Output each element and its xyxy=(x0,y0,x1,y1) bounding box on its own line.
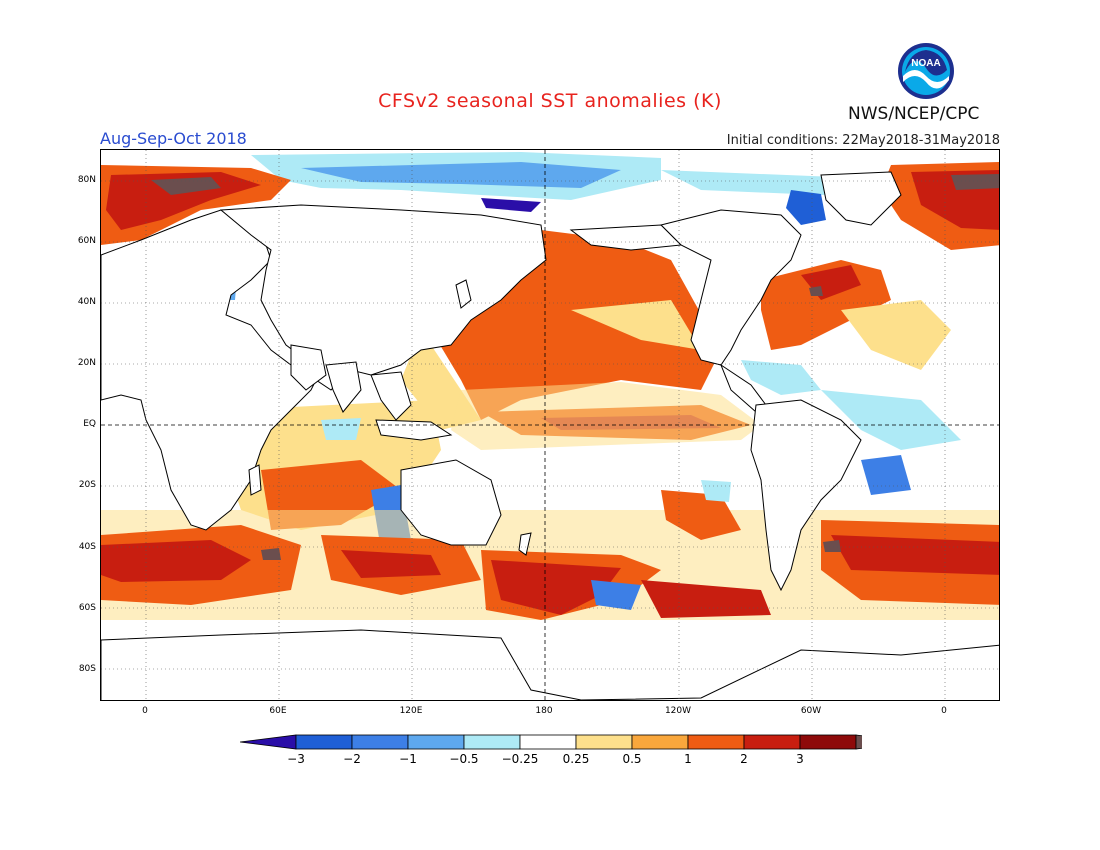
land-alaska xyxy=(569,224,683,251)
colorbar-tick-label: 0.25 xyxy=(562,752,590,766)
colorbar-tick-label: −0.25 xyxy=(501,752,539,766)
southern-ocean-hot-indian xyxy=(341,550,441,578)
colorbar-tick-label: −2 xyxy=(343,752,361,766)
lon-label-180: 180 xyxy=(535,706,553,716)
sst-anomaly-map xyxy=(100,149,1000,701)
barents-hot xyxy=(106,172,261,230)
lon-label-0-east: 0 xyxy=(941,706,947,716)
colorbar-swatch xyxy=(743,734,801,750)
lon-label-120w: 120W xyxy=(664,706,692,716)
landmasses xyxy=(101,171,999,700)
southern-ocean-hot-pacific-2 xyxy=(641,580,771,618)
southern-ocean-extreme-atlantic xyxy=(823,540,841,552)
colorbar-tick-label: −0.5 xyxy=(449,752,479,766)
colorbar-low-arrow xyxy=(240,734,297,750)
lat-label-80s: 80S xyxy=(78,664,96,674)
initial-conditions-label: Initial conditions: 22May2018-31May2018 xyxy=(726,133,1000,148)
equatorial-pacific-yellow xyxy=(451,382,761,450)
colorbar xyxy=(240,734,862,750)
colorbar-tick-label: 0.5 xyxy=(622,752,642,766)
arctic-cool-core xyxy=(301,162,621,188)
southern-ocean-cool-pacific xyxy=(591,580,641,610)
land-antarctica xyxy=(101,629,999,700)
south-pacific-warm xyxy=(661,490,741,540)
land-australia xyxy=(400,459,502,546)
colorbar-tick-label: −3 xyxy=(287,752,305,766)
land-north-america xyxy=(660,209,802,366)
lat-label-20s: 20S xyxy=(78,480,96,490)
colorbar-swatch xyxy=(407,734,465,750)
southern-ocean-hot-pacific xyxy=(491,560,621,615)
noaa-logo-icon: NOAA xyxy=(898,43,954,99)
lat-label-40n: 40N xyxy=(77,297,96,307)
logo-text: NOAA xyxy=(911,58,940,69)
map-title: CFSv2 seasonal SST anomalies (K) xyxy=(378,90,722,112)
land-arabia xyxy=(290,344,327,391)
colorbar-swatch xyxy=(351,734,409,750)
lat-label-40s: 40S xyxy=(78,542,96,552)
central-america-cool xyxy=(741,360,821,395)
colorbar-tick-label: 2 xyxy=(740,752,748,766)
land-indochina xyxy=(370,371,412,421)
lat-label-80n: 80N xyxy=(77,175,96,185)
colorbar-tick-label: −1 xyxy=(399,752,417,766)
lon-label-0: 0 xyxy=(142,706,148,716)
barents-extreme-east xyxy=(951,174,999,190)
graticule xyxy=(101,150,999,700)
land-greenland xyxy=(820,171,902,226)
lat-label-20n: 20N xyxy=(77,358,96,368)
colorbar-swatch xyxy=(799,734,857,750)
southern-ocean-hot-west xyxy=(101,540,251,582)
lon-label-120e: 120E xyxy=(399,706,423,716)
north-atlantic-yellow xyxy=(841,300,951,370)
lat-label-eq: EQ xyxy=(83,419,96,429)
season-label: Aug-Sep-Oct 2018 xyxy=(100,129,247,148)
southern-ocean-extreme-west xyxy=(261,548,281,560)
south-atlantic-cool xyxy=(861,455,911,495)
colorbar-swatch xyxy=(687,734,745,750)
colorbar-tick-label: 1 xyxy=(684,752,692,766)
colorbar-swatch xyxy=(631,734,689,750)
land-newzealand xyxy=(518,532,532,556)
land-japan xyxy=(455,279,472,309)
colorbar-high-arrow xyxy=(855,734,862,750)
lon-label-60e: 60E xyxy=(269,706,287,716)
indian-ocean-cool-patch xyxy=(321,418,361,440)
south-pacific-cool xyxy=(701,480,731,502)
lat-label-60n: 60N xyxy=(77,236,96,246)
tropical-atlantic-cool xyxy=(821,390,961,450)
reference-lines xyxy=(101,150,999,700)
southern-ocean-hot-atlantic xyxy=(831,535,999,575)
agency-label: NWS/NCEP/CPC xyxy=(848,104,980,124)
barents-extreme xyxy=(151,177,221,195)
baffin-cool xyxy=(786,190,826,225)
land-madagascar xyxy=(248,464,262,496)
colorbar-swatch xyxy=(575,734,633,750)
north-atlantic-extreme xyxy=(809,286,823,296)
colorbar-tick-label: 3 xyxy=(796,752,804,766)
arctic-cool-deep xyxy=(481,198,541,212)
colorbar-swatch xyxy=(519,734,577,750)
lon-label-60w: 60W xyxy=(800,706,822,716)
land-south-america xyxy=(750,399,862,592)
colorbar-swatch xyxy=(463,734,521,750)
north-pacific-light xyxy=(571,300,701,350)
colorbar-swatch xyxy=(295,734,353,750)
land-eurasia xyxy=(219,204,547,391)
lat-label-60s: 60S xyxy=(78,603,96,613)
map-canvas xyxy=(101,150,999,700)
land-india xyxy=(325,361,362,413)
